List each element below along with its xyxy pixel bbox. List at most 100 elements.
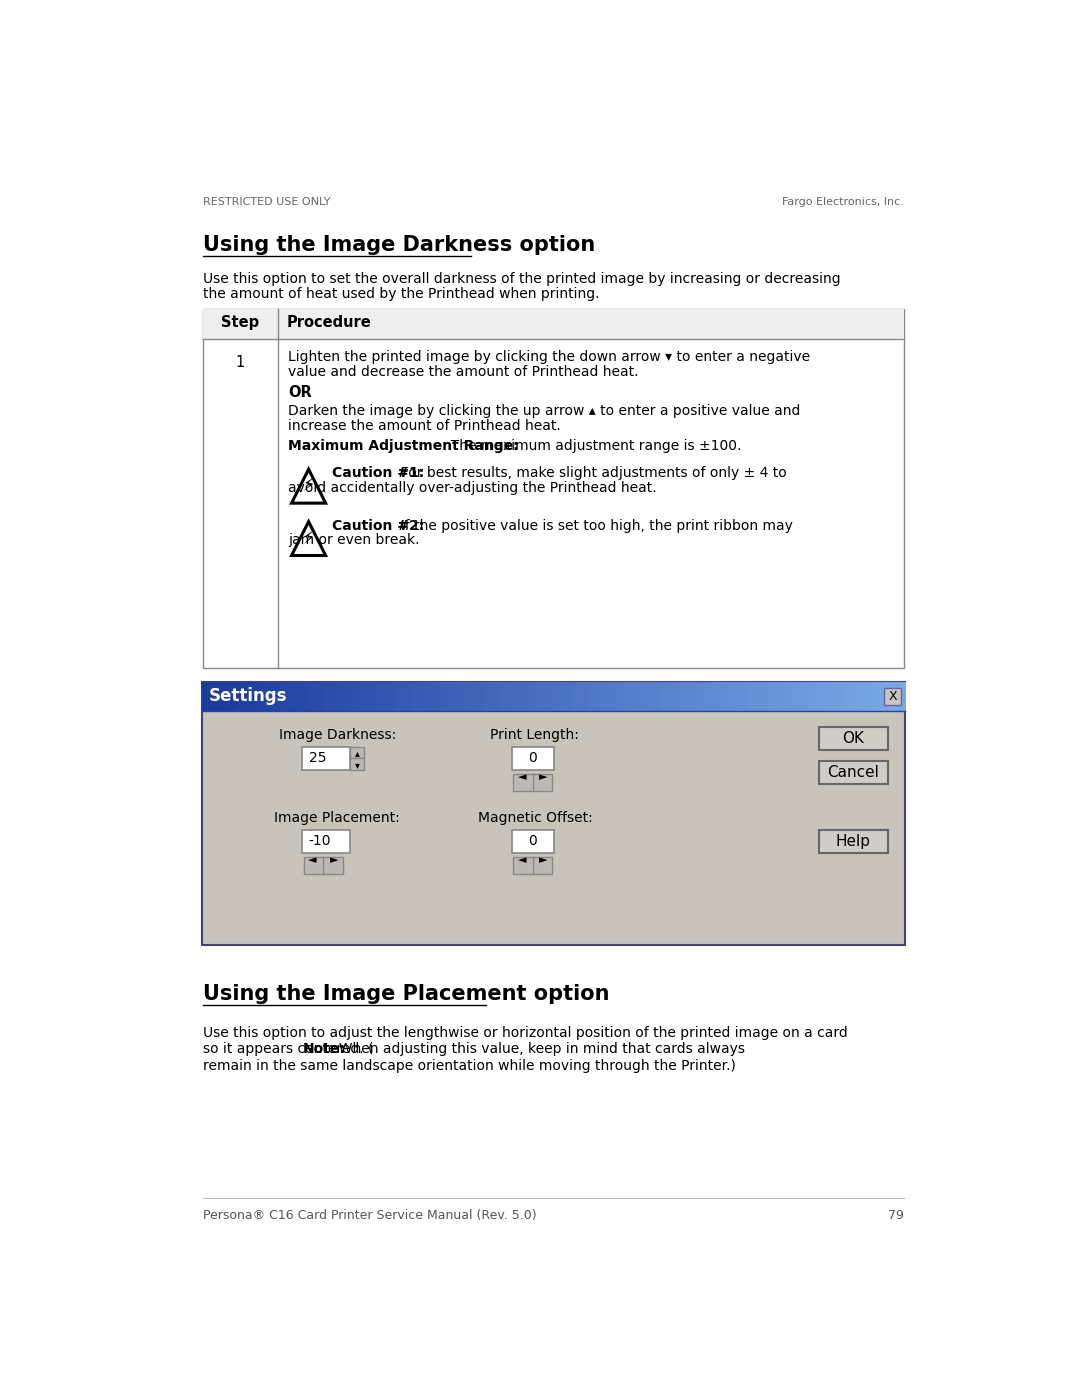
Bar	[800, 682, 809, 711]
Bar	[513, 856, 552, 873]
Text: ◄: ◄	[308, 855, 316, 865]
Text: Using the Image Darkness option: Using the Image Darkness option	[203, 236, 595, 256]
Bar	[896, 682, 906, 711]
Text: OK: OK	[842, 731, 864, 746]
Bar	[694, 682, 704, 711]
Bar	[712, 682, 721, 711]
Bar	[513, 774, 552, 791]
Text: If the positive value is set too high, the print ribbon may: If the positive value is set too high, t…	[392, 518, 793, 532]
Bar	[342, 682, 352, 711]
Text: Magnetic Offset:: Magnetic Offset:	[477, 812, 592, 826]
Text: ◄: ◄	[517, 771, 526, 782]
Bar	[843, 682, 853, 711]
Bar	[351, 682, 361, 711]
Bar	[360, 682, 369, 711]
Bar	[404, 682, 414, 711]
Bar	[720, 682, 730, 711]
Bar	[885, 689, 902, 705]
Text: Step: Step	[221, 314, 259, 330]
Text: Caution #1:: Caution #1:	[332, 467, 424, 481]
Text: value and decrease the amount of Printhead heat.: value and decrease the amount of Printhe…	[288, 365, 639, 379]
Bar	[510, 682, 519, 711]
Bar	[773, 682, 783, 711]
Bar	[316, 682, 325, 711]
Text: increase the amount of Printhead heat.: increase the amount of Printhead heat.	[288, 419, 562, 433]
Bar	[491, 682, 501, 711]
Bar	[818, 682, 827, 711]
Text: jam or even break.: jam or even break.	[288, 534, 420, 548]
Bar	[536, 682, 545, 711]
Bar	[667, 682, 677, 711]
Bar	[580, 682, 590, 711]
Text: 1: 1	[235, 355, 245, 370]
Text: -10: -10	[309, 834, 332, 848]
Bar	[563, 682, 572, 711]
Bar	[245, 682, 255, 711]
Bar	[334, 682, 343, 711]
Bar	[289, 682, 299, 711]
Bar	[203, 309, 904, 668]
Text: 0: 0	[528, 834, 537, 848]
Bar	[378, 682, 387, 711]
Bar	[729, 682, 739, 711]
Bar	[474, 682, 484, 711]
Bar	[281, 682, 291, 711]
Bar	[298, 682, 308, 711]
Text: avoid accidentally over-adjusting the Printhead heat.: avoid accidentally over-adjusting the Pr…	[288, 481, 657, 495]
Bar	[703, 682, 713, 711]
Bar	[571, 682, 581, 711]
Bar	[756, 682, 766, 711]
Bar	[368, 682, 378, 711]
Bar	[395, 682, 405, 711]
Bar	[862, 682, 870, 711]
Bar	[387, 682, 396, 711]
Bar	[457, 682, 467, 711]
Bar	[512, 830, 554, 854]
Bar	[597, 682, 607, 711]
Bar	[202, 682, 212, 711]
Bar	[819, 726, 889, 750]
Text: X: X	[889, 690, 897, 704]
Bar	[809, 682, 819, 711]
Bar	[677, 682, 686, 711]
Bar	[219, 682, 229, 711]
Text: Cancel: Cancel	[827, 766, 879, 780]
Bar	[211, 682, 220, 711]
Text: 0: 0	[528, 752, 537, 766]
Text: Help: Help	[836, 834, 870, 849]
Text: ►: ►	[329, 855, 338, 865]
Bar	[501, 682, 510, 711]
Bar	[350, 759, 364, 770]
Bar	[765, 682, 774, 711]
Bar	[616, 682, 624, 711]
Bar	[413, 682, 422, 711]
Bar	[544, 682, 554, 711]
Text: OR: OR	[288, 384, 312, 400]
Bar	[747, 682, 757, 711]
Bar	[879, 682, 889, 711]
Bar	[739, 682, 747, 711]
Bar	[302, 746, 350, 770]
Text: The maximum adjustment range is ±100.: The maximum adjustment range is ±100.	[442, 439, 741, 453]
Bar	[554, 682, 563, 711]
Bar	[852, 682, 862, 711]
Bar	[202, 682, 905, 946]
Bar	[835, 682, 845, 711]
Bar	[826, 682, 836, 711]
Bar	[350, 746, 364, 759]
Text: RESTRICTED USE ONLY: RESTRICTED USE ONLY	[203, 197, 330, 207]
Text: 25: 25	[309, 752, 326, 766]
Bar	[819, 760, 889, 784]
Text: Caution #2:: Caution #2:	[332, 518, 424, 532]
Text: Image Darkness:: Image Darkness:	[279, 728, 396, 742]
Bar	[448, 682, 458, 711]
Bar	[782, 682, 792, 711]
Bar	[303, 856, 342, 873]
Bar	[440, 682, 448, 711]
Text: Maximum Adjustment Range:: Maximum Adjustment Range:	[288, 439, 519, 453]
Text: ⚡: ⚡	[302, 478, 315, 495]
Text: ⚡: ⚡	[302, 529, 315, 548]
Text: Use this option to set the overall darkness of the printed image by increasing o: Use this option to set the overall darkn…	[203, 271, 841, 285]
Bar	[819, 830, 889, 854]
Bar	[888, 682, 897, 711]
